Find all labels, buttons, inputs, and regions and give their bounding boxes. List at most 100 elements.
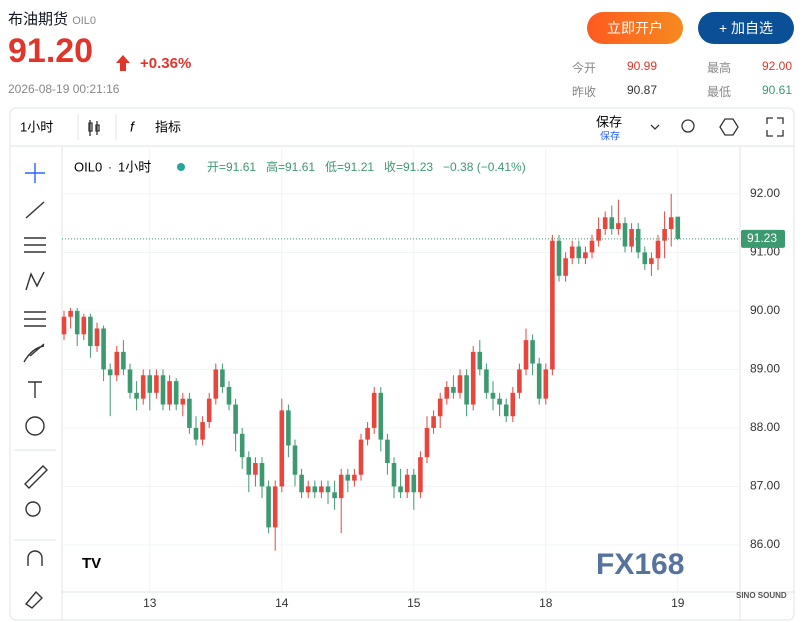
- fib-tool[interactable]: [24, 237, 46, 253]
- candle-body: [292, 445, 298, 475]
- candle-body: [68, 310, 73, 317]
- candle-body: [404, 474, 410, 493]
- stat-value: 90.87: [627, 83, 658, 97]
- candle-body: [484, 369, 489, 393]
- legend-change: −0.38 (−0.41%): [443, 160, 526, 174]
- save-status: 保存: [600, 130, 620, 143]
- toolbar-icons: [88, 117, 784, 137]
- candle-body: [385, 439, 390, 464]
- projection-tool[interactable]: [24, 311, 46, 327]
- legend-high: 高=91.61: [266, 159, 315, 174]
- change: +0.36%: [140, 55, 192, 72]
- candle-body: [220, 369, 225, 387]
- watchlist-button[interactable]: + 加自选: [698, 12, 794, 44]
- tv-logo-text: TV: [82, 555, 101, 572]
- candle-body: [655, 240, 661, 259]
- settings-button[interactable]: [719, 118, 739, 136]
- fx-icon: f: [130, 119, 136, 135]
- candle-body: [536, 363, 542, 399]
- candle-body: [121, 351, 126, 370]
- candle-body: [431, 416, 436, 428]
- candle-body: [629, 228, 634, 247]
- snapshot-button[interactable]: [681, 119, 695, 133]
- candle-body: [523, 340, 529, 370]
- emoji-tool[interactable]: [25, 416, 45, 436]
- candle-body: [74, 310, 80, 335]
- candle-body: [88, 316, 93, 347]
- y-tick-label: 92.00: [750, 186, 780, 200]
- chart-frame: [9, 107, 795, 621]
- candle-body: [134, 392, 139, 399]
- candle-body: [213, 369, 219, 399]
- candle-body: [437, 398, 443, 417]
- candle-body: [642, 252, 648, 265]
- candle-body: [530, 340, 535, 364]
- candle-body: [107, 369, 113, 376]
- line-tool[interactable]: [25, 201, 45, 219]
- candle-body: [259, 463, 265, 487]
- candle-body: [675, 216, 681, 239]
- candle-body: [160, 375, 166, 405]
- fullscreen-button[interactable]: [766, 117, 784, 137]
- title: 布油期货: [8, 11, 69, 28]
- candle-body: [596, 228, 601, 241]
- lock-tool[interactable]: [24, 590, 43, 609]
- candles: [61, 193, 740, 551]
- instrument-title: 布油期货 OIL0: [8, 8, 96, 29]
- text-tool[interactable]: [28, 381, 42, 398]
- y-tick-label: 88.00: [750, 420, 780, 434]
- candle-body: [239, 433, 245, 458]
- zoom-tool[interactable]: [25, 501, 41, 517]
- candle-body: [635, 228, 641, 253]
- price: 91.20: [8, 32, 94, 70]
- candle-body: [312, 486, 318, 493]
- candle-body: [609, 217, 615, 229]
- open-account-button[interactable]: 立即开户: [587, 12, 683, 44]
- candle-body: [569, 246, 575, 259]
- candle-body: [576, 246, 582, 259]
- candle-body: [589, 240, 595, 253]
- candle-body: [332, 492, 337, 499]
- candle-body: [477, 351, 483, 370]
- magnet-tool[interactable]: [27, 550, 43, 566]
- candle-body: [154, 375, 159, 393]
- candle-body: [352, 474, 357, 481]
- market-status: [177, 163, 185, 171]
- indicators-button[interactable]: 指标: [155, 119, 181, 134]
- candle-body: [233, 404, 238, 434]
- candle-body: [418, 457, 423, 493]
- y-tick-label: 89.00: [750, 362, 780, 376]
- chart-type-button[interactable]: [88, 120, 100, 136]
- save-button[interactable]: 保存: [596, 114, 622, 129]
- y-tick-label: 90.00: [750, 303, 780, 317]
- candle-body: [272, 486, 278, 528]
- candle-body: [253, 463, 258, 475]
- legend-open: 开=91.61: [207, 160, 256, 174]
- ruler-tool[interactable]: [24, 465, 48, 489]
- candle-body: [358, 439, 364, 475]
- candle-body: [543, 369, 549, 399]
- candle-body: [616, 223, 621, 229]
- candle-body: [200, 422, 205, 440]
- crosshair-tool[interactable]: [25, 163, 45, 183]
- candle-body: [583, 252, 588, 259]
- tv-logo: [78, 550, 108, 576]
- pattern-tool[interactable]: [25, 271, 45, 291]
- candle-body: [167, 381, 172, 405]
- save-dropdown[interactable]: [650, 124, 660, 130]
- candle-body: [319, 486, 324, 493]
- legend-interval: 1小时: [118, 159, 151, 174]
- y-tick-label: 87.00: [750, 479, 780, 493]
- candle-body: [662, 228, 667, 241]
- watermark-brand: SINO SOUND: [736, 591, 787, 600]
- last-price-tag: [741, 229, 785, 248]
- candle-body: [649, 258, 654, 265]
- interval-button[interactable]: 1小时: [20, 119, 53, 134]
- stat-label: 今开: [572, 61, 597, 75]
- legend-dot: ·: [108, 160, 112, 174]
- candle-body: [325, 486, 331, 493]
- candle-body: [391, 463, 397, 487]
- brush-tool[interactable]: [23, 343, 45, 363]
- candle-body: [563, 258, 568, 276]
- candle-body: [668, 217, 674, 229]
